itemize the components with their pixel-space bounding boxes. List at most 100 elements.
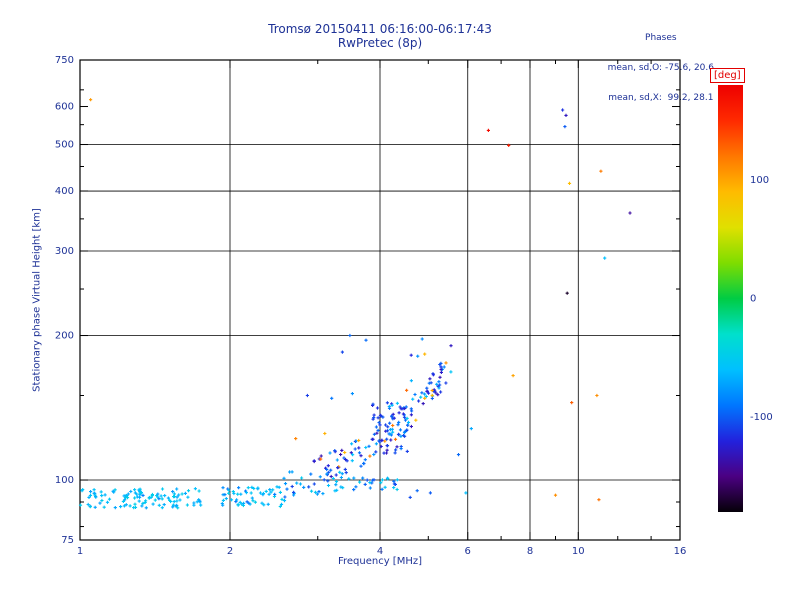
- data-point: [425, 389, 429, 393]
- data-point: [368, 486, 372, 490]
- data-point: [374, 425, 378, 429]
- data-point: [235, 498, 239, 502]
- data-point: [401, 433, 406, 438]
- data-point: [378, 423, 382, 427]
- data-point: [409, 413, 413, 417]
- data-point: [398, 405, 402, 409]
- data-point: [132, 506, 136, 510]
- data-point: [380, 478, 384, 482]
- data-point: [312, 482, 316, 486]
- data-point: [399, 447, 403, 451]
- data-point: [139, 491, 143, 495]
- data-point: [382, 451, 386, 455]
- y-tick-label: 75: [61, 535, 74, 546]
- data-point: [147, 496, 151, 500]
- data-point: [408, 495, 412, 499]
- data-point: [406, 423, 410, 427]
- phase-stats-header: Phases: [645, 33, 677, 43]
- data-point: [86, 502, 90, 507]
- data-point: [258, 491, 263, 495]
- data-point: [268, 488, 272, 492]
- data-point: [166, 496, 170, 500]
- data-point: [261, 491, 265, 496]
- data-point: [344, 471, 348, 475]
- data-point: [386, 425, 390, 429]
- data-point: [393, 437, 398, 441]
- data-point: [442, 365, 446, 369]
- data-point: [227, 488, 231, 492]
- data-point: [309, 472, 313, 476]
- data-point: [377, 439, 381, 443]
- data-point: [419, 395, 423, 399]
- data-point: [113, 488, 117, 492]
- data-point: [275, 485, 279, 489]
- data-point: [389, 438, 393, 442]
- data-point: [359, 464, 363, 468]
- data-point: [290, 484, 294, 489]
- data-point: [444, 381, 448, 385]
- data-point: [347, 477, 351, 481]
- data-point: [359, 454, 363, 458]
- data-point: [343, 450, 347, 455]
- data-point: [252, 486, 256, 491]
- data-point: [415, 489, 419, 493]
- data-point: [563, 125, 567, 129]
- data-point: [128, 504, 132, 508]
- phase-stats-o-mode: mean, sd,O: -75.6, 20.6: [607, 63, 714, 73]
- data-point: [372, 413, 376, 417]
- data-point: [126, 492, 130, 496]
- data-point: [381, 415, 385, 419]
- data-point: [372, 452, 376, 457]
- data-point: [368, 481, 372, 485]
- data-point: [292, 490, 296, 494]
- data-point: [156, 492, 160, 496]
- data-point: [370, 437, 374, 441]
- data-point: [357, 451, 362, 455]
- data-point: [329, 474, 333, 479]
- data-point: [405, 449, 409, 453]
- data-point: [185, 503, 189, 507]
- data-point: [438, 375, 442, 379]
- data-point: [403, 429, 407, 433]
- data-point: [597, 498, 601, 502]
- data-point: [256, 486, 260, 490]
- data-point: [392, 479, 396, 483]
- data-point: [317, 490, 321, 494]
- data-point: [89, 98, 93, 102]
- data-point: [250, 485, 254, 489]
- data-point: [143, 500, 147, 505]
- data-point: [160, 487, 165, 491]
- phase-stats-block: Phases mean, sd,O: -75.6, 20.6 mean, sd,…: [608, 13, 714, 123]
- data-point: [411, 397, 415, 401]
- data-point: [280, 497, 284, 501]
- data-point: [397, 420, 401, 424]
- data-point: [153, 498, 157, 502]
- data-point: [570, 401, 574, 405]
- data-point: [426, 391, 431, 395]
- data-point: [302, 485, 306, 489]
- data-point: [595, 393, 599, 398]
- data-point: [89, 490, 93, 494]
- data-point: [260, 501, 264, 505]
- data-point: [379, 481, 383, 485]
- chart-subtitle: RwPretec (8p): [337, 36, 423, 50]
- data-point: [393, 451, 397, 455]
- data-point: [424, 394, 428, 399]
- data-point: [168, 498, 172, 502]
- data-point: [395, 487, 399, 492]
- data-point: [364, 338, 368, 342]
- data-point: [394, 448, 398, 452]
- data-point: [383, 439, 387, 443]
- data-point: [449, 370, 453, 374]
- data-point: [245, 500, 249, 504]
- data-point: [387, 404, 391, 409]
- data-point: [227, 491, 231, 495]
- data-point: [507, 143, 511, 147]
- data-point: [313, 490, 318, 494]
- data-point: [318, 475, 322, 479]
- data-point: [137, 499, 141, 503]
- data-point: [379, 414, 383, 418]
- data-point: [385, 437, 389, 441]
